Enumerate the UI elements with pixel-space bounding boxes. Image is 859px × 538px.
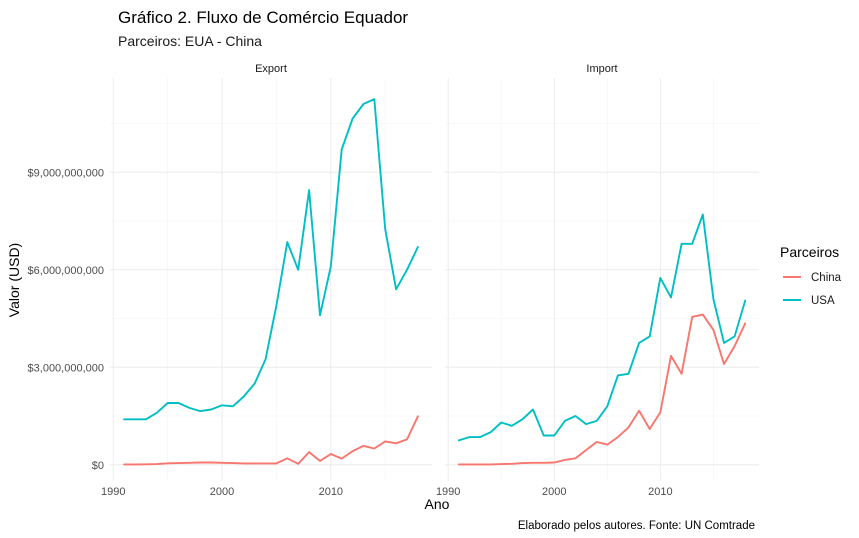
x-tick-label: 2000 <box>542 486 566 498</box>
y-axis-title: Valor (USD) <box>6 243 22 317</box>
y-tick-label: $9,000,000,000 <box>28 167 104 179</box>
chart-subtitle: Parceiros: EUA - China <box>118 33 262 49</box>
legend-label: China <box>811 272 842 284</box>
series-line-china <box>123 415 419 466</box>
legend-title: Parceiros <box>780 244 839 260</box>
y-tick-label: $3,000,000,000 <box>28 362 104 374</box>
panel-export: Export 1990 2000 2010 <box>101 63 432 498</box>
chart-title: Gráfico 2. Fluxo de Comércio Equador <box>118 8 408 27</box>
y-tick-label: $0 <box>92 460 104 472</box>
series-line-usa <box>123 98 419 421</box>
series-line-china <box>457 313 747 466</box>
x-axis-title: Ano <box>425 496 450 512</box>
facet-panels: Export 1990 2000 2010 Import 1990 2000 2010 $0 $3… <box>28 63 759 498</box>
x-tick-label: 2000 <box>210 486 234 498</box>
facet-strip-label: Export <box>255 63 287 75</box>
y-tick-label: $6,000,000,000 <box>28 265 104 277</box>
x-tick-label: 2010 <box>648 486 672 498</box>
x-tick-label: 1990 <box>436 486 460 498</box>
legend: Parceiros China USA <box>780 244 842 307</box>
panel-import: Import 1990 2000 2010 <box>436 63 759 498</box>
facet-strip-label: Import <box>586 63 617 75</box>
x-tick-label: 1990 <box>101 486 125 498</box>
chart-caption: Elaborado pelos autores. Fonte: UN Comtr… <box>518 520 755 532</box>
x-tick-label: 2010 <box>319 486 343 498</box>
series-line-usa <box>457 213 747 442</box>
legend-label: USA <box>811 295 835 307</box>
